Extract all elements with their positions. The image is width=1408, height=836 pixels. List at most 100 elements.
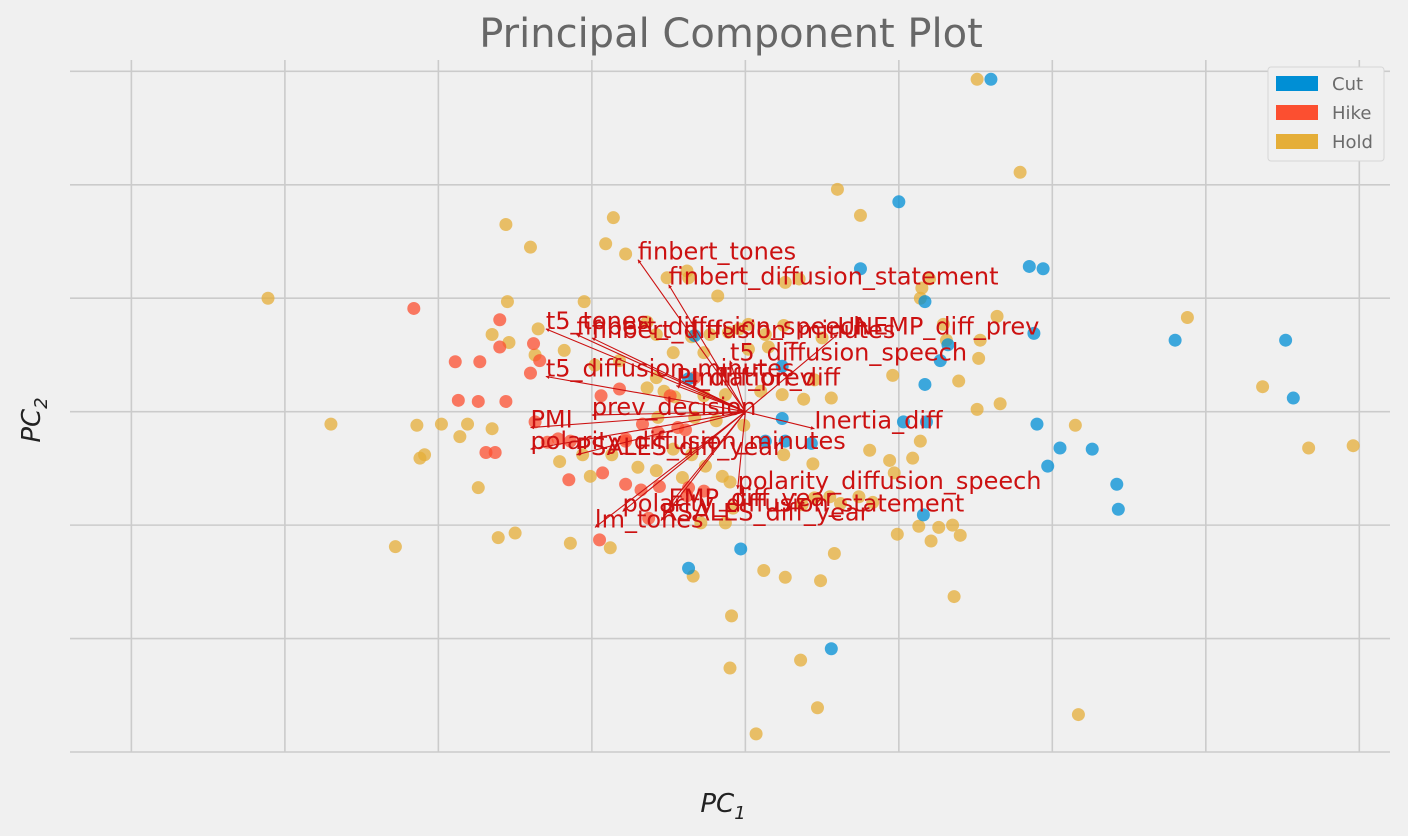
point-hike-7 xyxy=(448,355,462,369)
point-hold-8 xyxy=(682,271,696,285)
point-hold-69 xyxy=(485,422,499,436)
point-hold-127 xyxy=(795,498,809,512)
point-hold-68 xyxy=(413,451,427,465)
point-hold-103 xyxy=(775,388,789,402)
point-hike-15 xyxy=(488,446,502,460)
point-hold-47 xyxy=(852,490,866,504)
point-hold-32 xyxy=(886,368,900,382)
legend-swatch-hike xyxy=(1276,105,1318,120)
point-hold-120 xyxy=(675,470,689,484)
point-hold-39 xyxy=(932,520,946,534)
point-hike-9 xyxy=(451,393,465,407)
loading-arrow-17 xyxy=(622,411,746,512)
point-cut-21 xyxy=(919,415,933,429)
point-hold-22 xyxy=(972,351,986,365)
point-hold-50 xyxy=(778,570,792,584)
point-hike-29 xyxy=(619,477,633,491)
point-hold-52 xyxy=(794,653,808,667)
point-hold-95 xyxy=(588,358,602,372)
point-hold-34 xyxy=(906,451,920,465)
loading-arrow-7 xyxy=(545,375,746,413)
point-cut-2 xyxy=(1022,259,1036,273)
legend: Cut Hike Hold xyxy=(1267,66,1385,162)
loading-arrowhead-3 xyxy=(576,334,581,338)
point-hold-90 xyxy=(761,340,775,354)
point-hold-124 xyxy=(694,516,708,530)
point-cut-27 xyxy=(682,372,696,386)
point-hike-34 xyxy=(593,533,607,547)
point-hold-2 xyxy=(523,240,537,254)
y-axis-label: PC2 xyxy=(17,397,52,442)
point-cut-17 xyxy=(1041,459,1055,473)
point-cut-31 xyxy=(824,642,838,656)
point-hike-14 xyxy=(551,432,565,446)
loading-labels: finbert_tonesfinbert_diffusion_statement… xyxy=(530,238,1041,534)
point-cut-16 xyxy=(1085,442,1099,456)
point-hold-49 xyxy=(757,563,771,577)
point-cut-11 xyxy=(1168,333,1182,347)
x-axis-label-subscript: 1 xyxy=(734,803,745,824)
point-hold-66 xyxy=(410,418,424,432)
loading-label-6: t5_diffusion_speech xyxy=(730,339,967,367)
point-hold-23 xyxy=(990,309,1004,323)
point-hold-48 xyxy=(814,574,828,588)
point-cut-23 xyxy=(758,434,772,448)
x-axis-label: PC1 xyxy=(700,789,745,824)
point-hike-1 xyxy=(493,313,507,327)
point-hike-32 xyxy=(642,511,656,525)
loading-label-17: polarity_diffusion_statement xyxy=(623,490,965,518)
point-hold-28 xyxy=(1068,418,1082,432)
loading-arrowhead-15 xyxy=(736,485,740,489)
legend-swatch-hold xyxy=(1276,134,1318,149)
point-cut-24 xyxy=(778,434,792,448)
point-hold-104 xyxy=(797,392,811,406)
point-hold-125 xyxy=(777,448,791,462)
loading-arrowhead-8 xyxy=(676,385,681,389)
loading-label-19: lm_tones xyxy=(595,505,704,533)
point-cut-15 xyxy=(1053,441,1067,455)
point-hike-2 xyxy=(527,337,541,351)
loading-arrowhead-10 xyxy=(591,413,596,417)
point-cut-22 xyxy=(775,411,789,425)
y-axis-label-main: PC xyxy=(17,408,47,443)
point-hold-35 xyxy=(883,453,897,467)
point-hold-61 xyxy=(563,536,577,550)
loading-arrow-2 xyxy=(545,328,746,413)
point-hold-21 xyxy=(973,333,987,347)
point-hold-87 xyxy=(758,328,772,342)
point-hold-122 xyxy=(726,501,740,515)
point-hold-116 xyxy=(576,448,590,462)
loading-arrowhead-2 xyxy=(545,328,550,332)
loading-label-11: PMI xyxy=(530,406,572,434)
point-hold-73 xyxy=(531,322,545,336)
loading-arrowhead-5 xyxy=(833,334,838,339)
point-cut-30 xyxy=(682,561,696,575)
point-hold-128 xyxy=(834,497,848,511)
loading-label-1: finbert_diffusion_statement xyxy=(669,263,999,291)
point-hold-53 xyxy=(810,701,824,715)
loading-arrow-1 xyxy=(668,284,746,412)
loading-arrow-10 xyxy=(591,411,746,416)
point-cut-8 xyxy=(933,354,947,368)
point-hike-5 xyxy=(533,354,547,368)
loading-label-13: polarity_diffusion_minutes xyxy=(530,427,845,455)
loading-label-14: PSALES_diff_year xyxy=(577,433,783,461)
point-cut-19 xyxy=(1111,502,1125,516)
loading-vectors xyxy=(530,259,838,528)
point-hold-94 xyxy=(612,354,626,368)
point-hike-3 xyxy=(493,340,507,354)
point-hold-119 xyxy=(649,464,663,478)
point-hold-37 xyxy=(863,443,877,457)
loading-arrowhead-7 xyxy=(545,375,550,380)
point-cut-10 xyxy=(918,377,932,391)
point-hold-70 xyxy=(583,469,597,483)
point-cut-18 xyxy=(1110,477,1124,491)
loading-arrow-0 xyxy=(637,259,746,412)
point-hold-129 xyxy=(866,495,880,509)
loading-arrow-9 xyxy=(691,385,746,413)
loading-label-9: Inflation_diff xyxy=(692,364,841,392)
point-cut-4 xyxy=(853,262,867,276)
loading-arrowhead-13 xyxy=(530,446,535,451)
point-hold-56 xyxy=(723,661,737,675)
loading-label-12: Inertia_diff xyxy=(814,407,943,435)
